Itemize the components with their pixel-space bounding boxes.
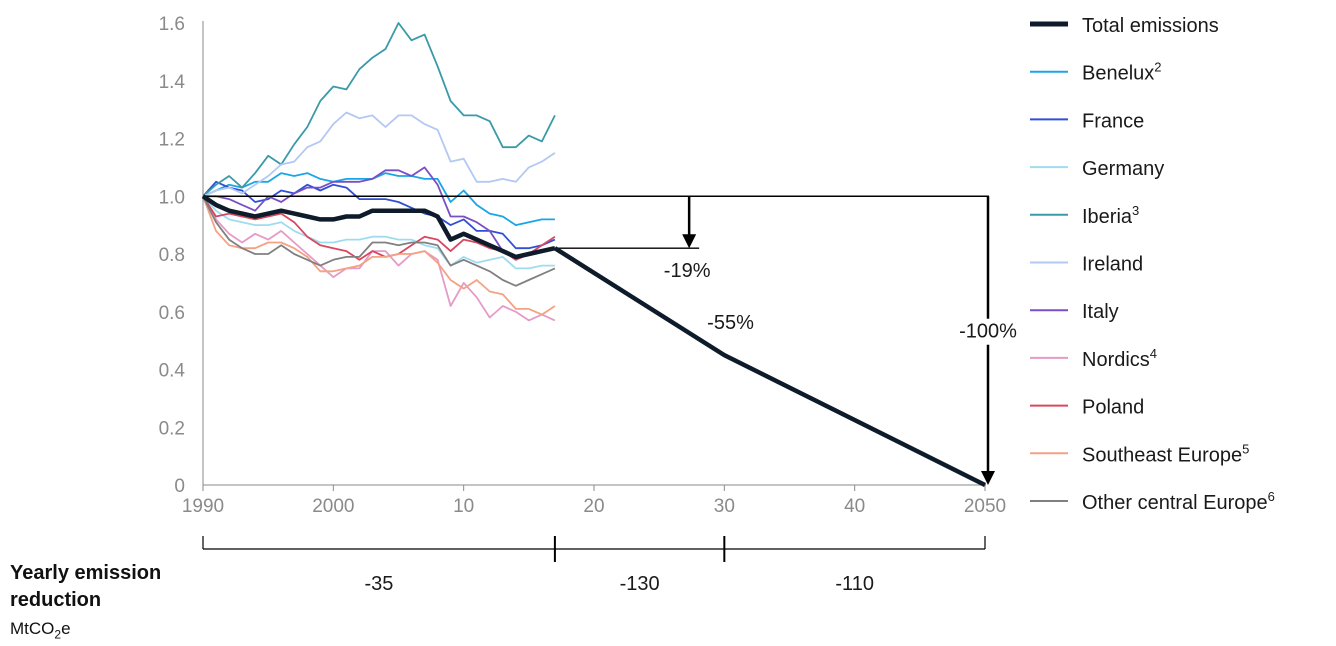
country-series [202,22,556,322]
x-tick-label: 40 [844,496,865,517]
total-emissions-line [201,194,556,260]
y-tick-label: 0.6 [159,303,185,324]
legend-label-nordics: Nordics4 [1082,346,1157,371]
legend-name: Nordics [1082,349,1150,371]
legend-footnote: 4 [1150,346,1157,361]
x-tick-label: 10 [453,496,474,517]
legend: Total emissions Benelux2 France Germany Iber… [1030,15,1275,514]
series-line-other-central-europe [202,195,556,287]
legend-footnote: 6 [1268,489,1275,504]
legend-label-germany: Germany [1082,158,1164,180]
unit-main: MtCO [10,619,55,638]
legend-label-southeast-europe: Southeast Europe5 [1082,441,1249,466]
series-line-southeast-europe [202,195,556,316]
series-line-italy [203,166,556,261]
y-axis: 0 0.2 0.4 0.6 0.8 1.0 1.2 1.4 1.6 [159,14,204,497]
series-line-ireland [202,111,556,198]
legend-label-total-emissions: Total emissions [1082,15,1219,37]
x-tick-label: 30 [714,496,735,517]
y-tick-label: 0.2 [159,418,185,439]
annotation-minus55: -55% [707,312,754,334]
legend-name: Other central Europe [1082,492,1268,514]
reduction-segment-label: -130 [620,573,660,595]
x-tick-label: 2050 [964,496,1006,517]
legend-name: Iberia [1082,206,1133,228]
y-tick-label: 1.2 [159,130,185,151]
total-emissions-series [201,194,987,488]
legend-footnote: 5 [1242,441,1249,456]
legend-label-iberia: Iberia3 [1082,203,1139,228]
x-tick-label: 20 [583,496,604,517]
legend-footnote: 3 [1132,203,1139,218]
y-tick-label: 1.6 [159,14,185,35]
reduction-title: Yearly emission reduction [10,562,162,611]
series-line-france [202,180,556,250]
annotation-background [954,318,1022,345]
annotations: -19% -55% -100% [664,260,1022,345]
y-tick-label: 0 [174,476,185,497]
x-tick-label: 2000 [312,496,354,517]
series-line-nordics [202,195,556,322]
series-line-iberia [202,22,556,197]
reduction-segment-label: -110 [835,573,874,595]
x-axis: 1990 2000 10 20 30 40 2050 [182,484,1006,517]
arrow-19-head [682,234,697,249]
legend-name: France [1082,110,1144,132]
series-line-germany [202,195,555,270]
unit-tail: e [61,619,71,638]
legend-name: Benelux [1082,63,1154,85]
legend-label-italy: Italy [1082,301,1119,323]
legend-name: Ireland [1082,254,1143,276]
reduction-unit: MtCO2e [10,619,71,641]
legend-name: Total emissions [1082,15,1219,37]
x-tick-label: 1990 [182,496,224,517]
total-emissions-projection [553,246,987,488]
legend-name: Italy [1082,301,1119,323]
legend-label-poland: Poland [1082,397,1144,419]
reduction-segment-label: -35 [364,573,393,595]
legend-label-other-central-europe: Other central Europe6 [1082,489,1275,514]
y-tick-label: 0.4 [159,361,186,382]
arrow-100-head [981,471,995,485]
y-tick-label: 0.8 [159,245,185,266]
y-tick-label: 1.4 [159,72,186,93]
legend-name: Southeast Europe [1082,444,1242,466]
legend-name: Poland [1082,397,1144,419]
reference-lines [203,195,995,485]
legend-label-france: France [1082,110,1144,132]
y-tick-label: 1.0 [159,187,185,208]
reduction-timeline: -35 -130 -110 [202,536,986,595]
annotation-minus19: -19% [664,260,711,282]
legend-label-ireland: Ireland [1082,254,1143,276]
legend-label-benelux: Benelux2 [1082,60,1162,85]
legend-footnote: 2 [1154,60,1161,75]
annotation-minus100: -100% [959,321,1017,343]
series-line-benelux [202,172,555,227]
unit-subscript: 2 [54,627,62,642]
legend-name: Germany [1082,158,1164,180]
